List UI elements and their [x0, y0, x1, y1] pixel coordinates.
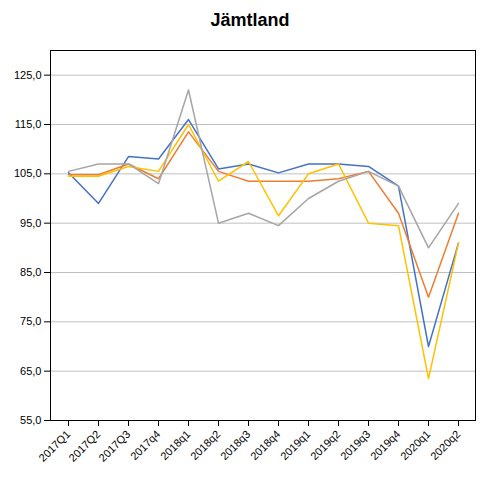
svg-text:2019q3: 2019q3 — [338, 428, 372, 462]
svg-text:2018q1: 2018q1 — [158, 428, 192, 462]
svg-text:65,0: 65,0 — [20, 365, 41, 377]
svg-text:2019q4: 2019q4 — [368, 428, 402, 462]
svg-text:2019q2: 2019q2 — [308, 428, 342, 462]
svg-text:2017q4: 2017q4 — [128, 428, 162, 462]
svg-text:2017Q1: 2017Q1 — [36, 428, 72, 464]
svg-text:105,0: 105,0 — [14, 167, 42, 179]
svg-text:2017Q2: 2017Q2 — [66, 428, 102, 464]
svg-text:2018q2: 2018q2 — [188, 428, 222, 462]
svg-text:115,0: 115,0 — [15, 118, 42, 130]
svg-text:125,0: 125,0 — [14, 69, 42, 81]
svg-text:2019q1: 2019q1 — [278, 428, 312, 462]
svg-text:2020q2: 2020q2 — [428, 428, 462, 462]
html-text:Jämtland: Jämtland — [210, 10, 290, 30]
svg-text:75,0: 75,0 — [20, 315, 41, 327]
svg-text:2017Q3: 2017Q3 — [96, 428, 132, 464]
svg-text:2018q4: 2018q4 — [248, 428, 282, 462]
svg-text:2018q3: 2018q3 — [218, 428, 252, 462]
svg-text:95,0: 95,0 — [20, 217, 41, 229]
svg-text:2020q1: 2020q1 — [398, 428, 432, 462]
svg-text:55,0: 55,0 — [20, 414, 41, 426]
svg-text:85,0: 85,0 — [20, 266, 41, 278]
